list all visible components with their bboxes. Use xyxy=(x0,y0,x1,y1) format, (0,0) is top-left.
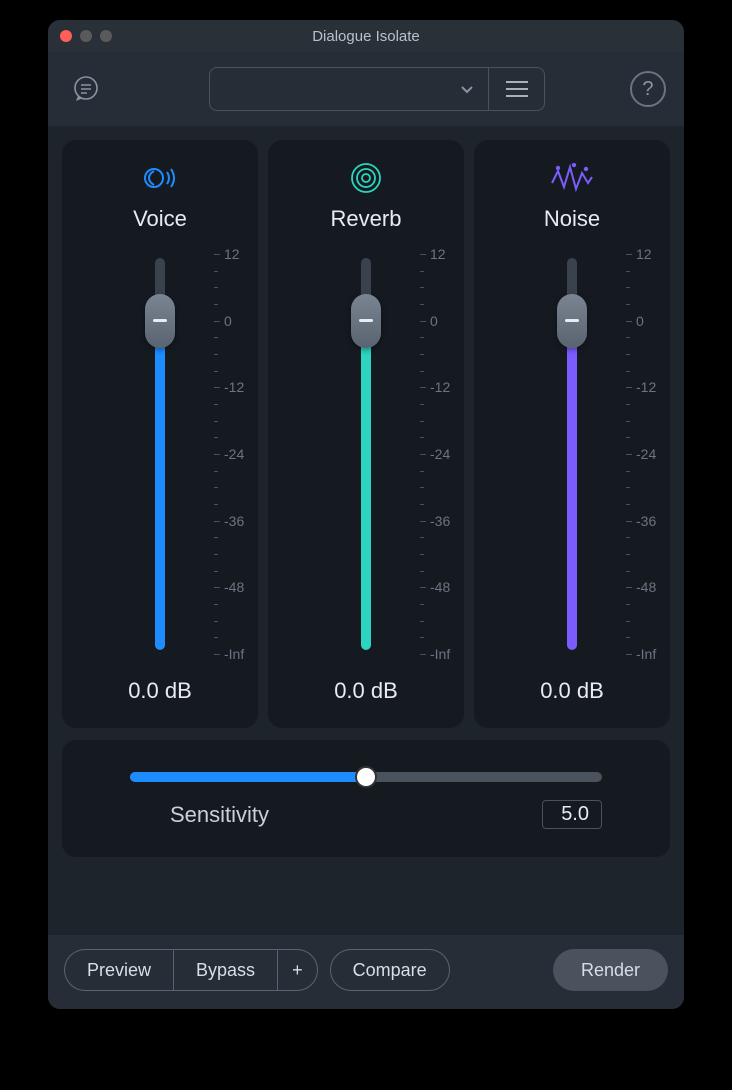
panel-label-reverb: Reverb xyxy=(331,206,402,232)
slider-voice[interactable]: 120-12-24-36-48-Inf xyxy=(72,254,248,654)
preset-menu-button[interactable] xyxy=(489,67,545,111)
plus-button[interactable]: + xyxy=(277,949,318,991)
window: Dialogue Isolate xyxy=(48,20,684,1009)
hamburger-icon xyxy=(504,79,530,99)
compare-button[interactable]: Compare xyxy=(330,949,450,991)
slider-thumb-reverb[interactable] xyxy=(351,294,381,348)
close-button[interactable] xyxy=(60,30,72,42)
sensitivity-panel: Sensitivity 5.0 xyxy=(62,740,670,857)
footer-left-group: Preview Bypass + xyxy=(64,949,318,991)
slider-reverb[interactable]: 120-12-24-36-48-Inf xyxy=(278,254,454,654)
panel-reverb: Reverb 120-12-24-36-48-Inf 0.0 dB xyxy=(268,140,464,728)
footer: Preview Bypass + Compare Render xyxy=(48,935,684,1009)
panel-noise: Noise 120-12-24-36-48-Inf 0.0 dB xyxy=(474,140,670,728)
noise-icon xyxy=(550,158,594,198)
panel-label-voice: Voice xyxy=(133,206,187,232)
slider-thumb-voice[interactable] xyxy=(145,294,175,348)
traffic-lights xyxy=(48,30,112,42)
panel-label-noise: Noise xyxy=(544,206,600,232)
voice-icon xyxy=(140,158,180,198)
slider-noise[interactable]: 120-12-24-36-48-Inf xyxy=(484,254,660,654)
panel-value-voice[interactable]: 0.0 dB xyxy=(128,678,192,704)
panel-value-noise[interactable]: 0.0 dB xyxy=(540,678,604,704)
panel-voice: Voice 120-12-24-36-48-Inf 0.0 dB xyxy=(62,140,258,728)
sensitivity-value[interactable]: 5.0 xyxy=(542,800,602,829)
render-button[interactable]: Render xyxy=(553,949,668,991)
sensitivity-thumb[interactable] xyxy=(355,766,377,788)
maximize-button[interactable] xyxy=(100,30,112,42)
reverb-icon xyxy=(348,158,384,198)
sensitivity-fill xyxy=(130,772,366,782)
panels: Voice 120-12-24-36-48-Inf 0.0 dB Reverb 120… xyxy=(62,140,670,728)
sensitivity-slider[interactable] xyxy=(130,772,602,782)
help-glyph: ? xyxy=(642,78,653,101)
panel-value-reverb[interactable]: 0.0 dB xyxy=(334,678,398,704)
preview-button[interactable]: Preview xyxy=(64,949,173,991)
minimize-button[interactable] xyxy=(80,30,92,42)
content: Voice 120-12-24-36-48-Inf 0.0 dB Reverb 120… xyxy=(48,126,684,935)
help-button[interactable]: ? xyxy=(630,71,666,107)
preset-select[interactable] xyxy=(209,67,489,111)
bypass-button[interactable]: Bypass xyxy=(173,949,277,991)
sensitivity-label: Sensitivity xyxy=(170,802,269,828)
titlebar: Dialogue Isolate xyxy=(48,20,684,52)
chat-icon[interactable] xyxy=(66,69,106,109)
slider-thumb-noise[interactable] xyxy=(557,294,587,348)
window-title: Dialogue Isolate xyxy=(48,28,684,45)
toolbar: ? xyxy=(48,52,684,126)
chevron-down-icon xyxy=(458,80,476,98)
preset-group xyxy=(209,67,545,111)
